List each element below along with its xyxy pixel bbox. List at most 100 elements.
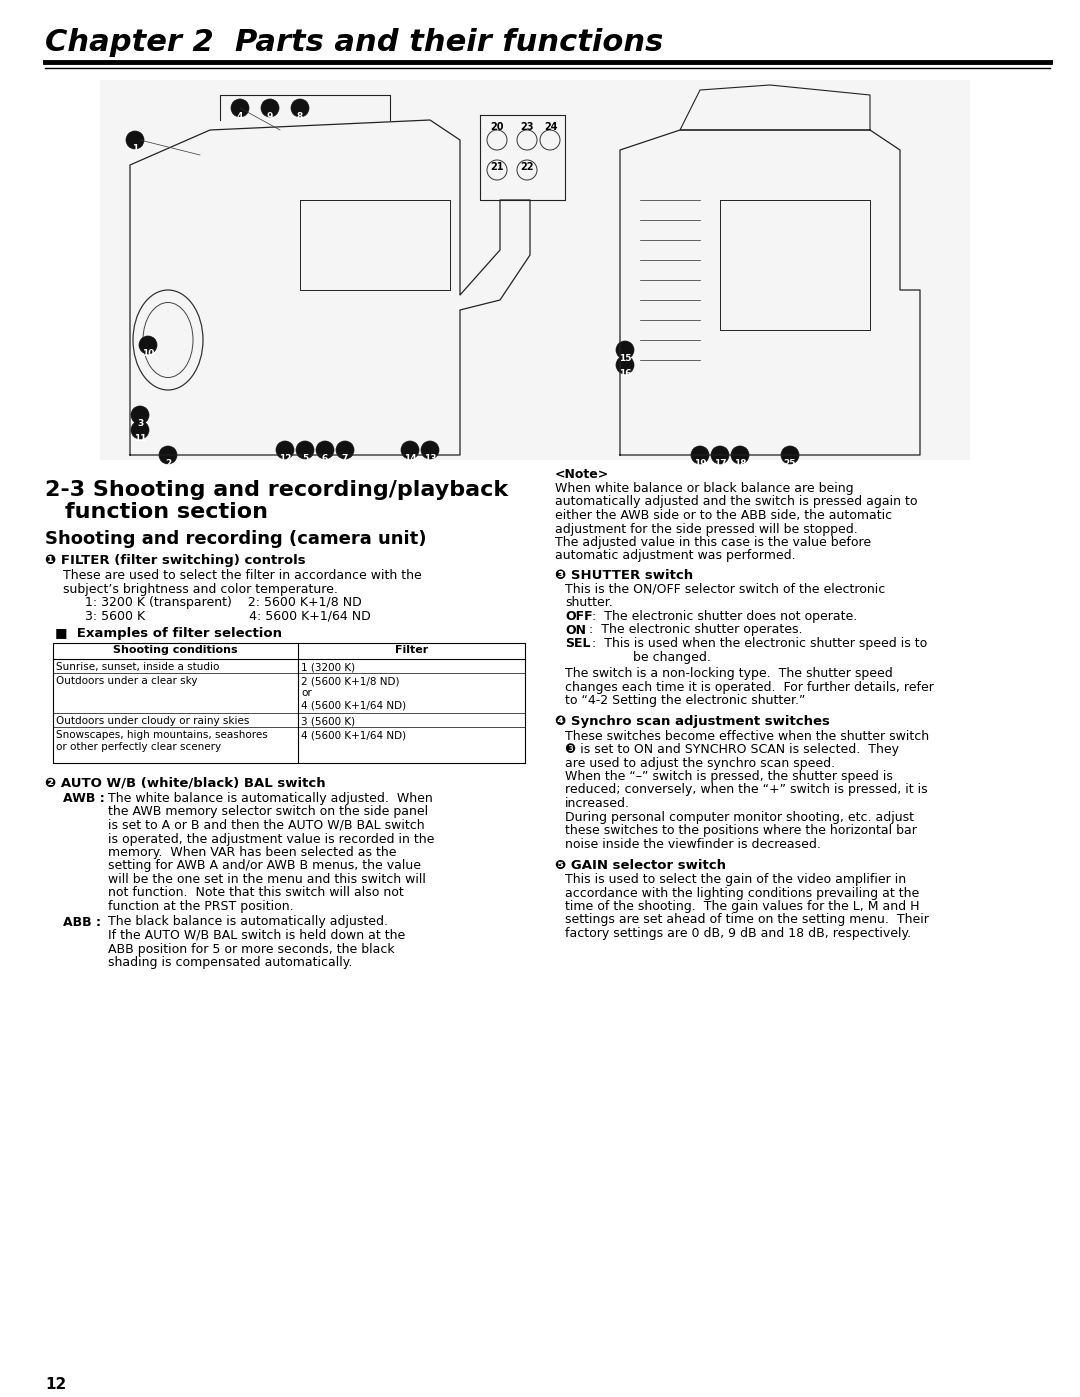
Bar (53, 643, 525, 763)
Circle shape (131, 420, 149, 439)
Text: time of the shooting.  The gain values for the L, M and H: time of the shooting. The gain values fo… (565, 900, 919, 914)
Circle shape (276, 441, 294, 460)
Text: ❸ is set to ON and SYNCHRO SCAN is selected.  They: ❸ is set to ON and SYNCHRO SCAN is selec… (565, 743, 899, 756)
Circle shape (616, 356, 634, 374)
Text: 8: 8 (297, 112, 303, 122)
Text: noise inside the viewfinder is decreased.: noise inside the viewfinder is decreased… (565, 837, 821, 851)
Circle shape (291, 99, 309, 117)
Text: These switches become effective when the shutter switch: These switches become effective when the… (565, 729, 929, 742)
Text: ❺ GAIN selector switch: ❺ GAIN selector switch (555, 859, 726, 872)
Circle shape (781, 446, 799, 464)
Circle shape (616, 341, 634, 359)
Text: shading is compensated automatically.: shading is compensated automatically. (108, 956, 352, 970)
Text: 19: 19 (693, 460, 706, 468)
Text: 7: 7 (341, 454, 348, 462)
Circle shape (336, 441, 354, 460)
Text: ❸ SHUTTER switch: ❸ SHUTTER switch (555, 569, 693, 583)
Text: 9: 9 (267, 112, 273, 122)
Text: 1: 1 (132, 144, 138, 154)
Text: <Note>: <Note> (555, 468, 609, 481)
Text: Filter: Filter (395, 645, 428, 655)
Text: accordance with the lighting conditions prevailing at the: accordance with the lighting conditions … (565, 887, 919, 900)
Text: 3 (5600 K): 3 (5600 K) (301, 717, 355, 726)
Text: the AWB memory selector switch on the side panel: the AWB memory selector switch on the si… (108, 806, 428, 819)
Text: OFF: OFF (565, 610, 593, 623)
Text: be changed.: be changed. (605, 651, 711, 664)
Text: or other perfectly clear scenery: or other perfectly clear scenery (56, 742, 221, 752)
Text: 24: 24 (544, 122, 557, 131)
Text: AWB :: AWB : (63, 792, 105, 805)
Text: 15: 15 (619, 353, 631, 363)
Text: Sunrise, sunset, inside a studio: Sunrise, sunset, inside a studio (56, 662, 219, 672)
Text: 14: 14 (404, 454, 416, 462)
Text: ABB position for 5 or more seconds, the black: ABB position for 5 or more seconds, the … (108, 943, 394, 956)
Text: increased.: increased. (565, 798, 630, 810)
Text: 18: 18 (733, 460, 746, 468)
Text: :  The electronic shutter operates.: : The electronic shutter operates. (578, 623, 802, 637)
Text: 4 (5600 K+1/64 ND): 4 (5600 K+1/64 ND) (301, 700, 406, 710)
Text: automatic adjustment was performed.: automatic adjustment was performed. (555, 549, 796, 563)
Text: 1 (3200 K): 1 (3200 K) (301, 662, 355, 672)
Text: 23: 23 (519, 122, 534, 131)
Text: Chapter 2  Parts and their functions: Chapter 2 Parts and their functions (45, 28, 663, 57)
Text: are used to adjust the synchro scan speed.: are used to adjust the synchro scan spee… (565, 757, 835, 770)
Text: 12: 12 (279, 454, 292, 462)
Text: 6: 6 (322, 454, 328, 462)
Text: 4 (5600 K+1/64 ND): 4 (5600 K+1/64 ND) (301, 731, 406, 740)
Text: Shooting and recording (camera unit): Shooting and recording (camera unit) (45, 529, 427, 548)
Text: The black balance is automatically adjusted.: The black balance is automatically adjus… (108, 915, 388, 929)
Text: or: or (301, 687, 312, 698)
Text: ❹ Synchro scan adjustment switches: ❹ Synchro scan adjustment switches (555, 715, 829, 728)
Text: 16: 16 (619, 369, 631, 379)
Text: either the AWB side or to the ABB side, the automatic: either the AWB side or to the ABB side, … (555, 509, 892, 522)
Text: This is used to select the gain of the video amplifier in: This is used to select the gain of the v… (565, 873, 906, 886)
Text: these switches to the positions where the horizontal bar: these switches to the positions where th… (565, 824, 917, 837)
Text: 2: 2 (165, 460, 171, 468)
Text: The switch is a non-locking type.  The shutter speed: The switch is a non-locking type. The sh… (565, 666, 893, 680)
Circle shape (691, 446, 708, 464)
Text: shutter.: shutter. (565, 597, 612, 609)
Text: This is the ON/OFF selector switch of the electronic: This is the ON/OFF selector switch of th… (565, 583, 886, 597)
Text: The white balance is automatically adjusted.  When: The white balance is automatically adjus… (108, 792, 433, 805)
Text: is set to A or B and then the AUTO W/B BAL switch: is set to A or B and then the AUTO W/B B… (108, 819, 424, 833)
Text: automatically adjusted and the switch is pressed again to: automatically adjusted and the switch is… (555, 496, 918, 509)
Text: 13: 13 (423, 454, 436, 462)
Circle shape (131, 407, 149, 425)
Text: memory.  When VAR has been selected as the: memory. When VAR has been selected as th… (108, 847, 396, 859)
Text: ❶ FILTER (filter switching) controls: ❶ FILTER (filter switching) controls (45, 555, 306, 567)
Text: 1: 3200 K (transparent)    2: 5600 K+1/8 ND: 1: 3200 K (transparent) 2: 5600 K+1/8 ND (85, 597, 362, 609)
Text: 3: 3 (137, 419, 144, 427)
Text: is operated, the adjustment value is recorded in the: is operated, the adjustment value is rec… (108, 833, 434, 845)
Text: to “4-2 Setting the electronic shutter.”: to “4-2 Setting the electronic shutter.” (565, 694, 806, 707)
Text: changes each time it is operated.  For further details, refer: changes each time it is operated. For fu… (565, 680, 934, 693)
Circle shape (159, 446, 177, 464)
Text: not function.  Note that this switch will also not: not function. Note that this switch will… (108, 887, 404, 900)
Text: adjustment for the side pressed will be stopped.: adjustment for the side pressed will be … (555, 522, 858, 535)
Text: settings are set ahead of time on the setting menu.  Their: settings are set ahead of time on the se… (565, 914, 929, 926)
Text: If the AUTO W/B BAL switch is held down at the: If the AUTO W/B BAL switch is held down … (108, 929, 405, 942)
Text: 25: 25 (784, 460, 796, 468)
Text: The adjusted value in this case is the value before: The adjusted value in this case is the v… (555, 536, 872, 549)
Circle shape (711, 446, 729, 464)
Circle shape (231, 99, 249, 117)
Text: Shooting conditions: Shooting conditions (113, 645, 238, 655)
Text: ON: ON (565, 623, 586, 637)
Text: ABB :: ABB : (63, 915, 102, 929)
Text: Snowscapes, high mountains, seashores: Snowscapes, high mountains, seashores (56, 731, 268, 740)
Text: subject’s brightness and color temperature.: subject’s brightness and color temperatu… (63, 583, 338, 595)
Text: 12: 12 (45, 1377, 66, 1391)
Text: will be the one set in the menu and this switch will: will be the one set in the menu and this… (108, 873, 426, 886)
Circle shape (316, 441, 334, 460)
Text: reduced; conversely, when the “+” switch is pressed, it is: reduced; conversely, when the “+” switch… (565, 784, 928, 796)
Text: :  This is used when the electronic shutter speed is to: : This is used when the electronic shutt… (583, 637, 927, 650)
Circle shape (421, 441, 438, 460)
Text: 20: 20 (490, 122, 503, 131)
Text: Outdoors under a clear sky: Outdoors under a clear sky (56, 676, 198, 686)
Text: 11: 11 (134, 434, 146, 443)
Text: SEL: SEL (565, 637, 591, 650)
Text: ■  Examples of filter selection: ■ Examples of filter selection (55, 627, 282, 640)
Text: factory settings are 0 dB, 9 dB and 18 dB, respectively.: factory settings are 0 dB, 9 dB and 18 d… (565, 928, 912, 940)
Text: When white balance or black balance are being: When white balance or black balance are … (555, 482, 853, 495)
Text: function section: function section (65, 502, 268, 522)
Text: 2-3 Shooting and recording/playback: 2-3 Shooting and recording/playback (45, 481, 508, 500)
